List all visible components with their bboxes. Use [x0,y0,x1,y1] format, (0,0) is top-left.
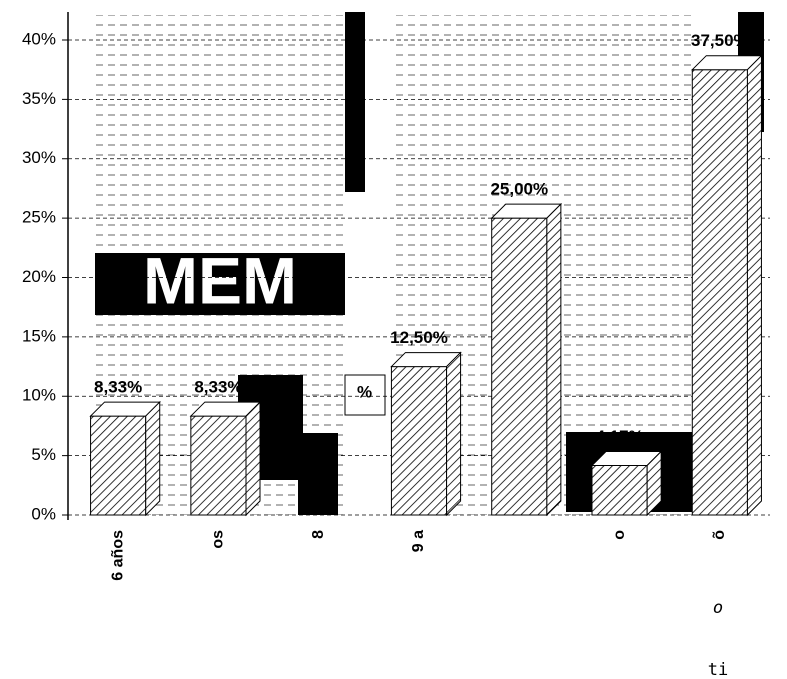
y-tick-label: 35% [22,89,56,108]
bar [492,218,547,515]
bar-side [747,56,761,515]
value-label: 8,33% [94,378,142,397]
x-tick-label: os [210,530,227,549]
y-tick-label: 10% [22,386,56,405]
bar [692,70,747,515]
x-tick-label: õ [711,530,728,540]
y-tick-label: 40% [22,29,56,48]
decor-block [345,12,365,192]
bar [191,416,246,515]
value-label: 25,00% [490,180,548,199]
bar [391,367,446,515]
bar-side [547,204,561,515]
overlay-text: MEM [143,243,297,317]
value-label: 37,50% [691,31,749,50]
y-tick-label: 30% [22,148,56,167]
bar [91,416,146,515]
x-tick-label: 9 a [410,530,427,552]
y-tick-label: 25% [22,208,56,227]
annotation: o [713,598,723,618]
x-tick-label: 8 [310,530,327,539]
y-tick-label: 20% [22,267,56,286]
annotation: ti [708,660,728,679]
bar-side [447,353,461,515]
x-tick-label: o [611,530,628,540]
value-label: 8,33% [194,378,242,397]
annotation: % [357,382,372,401]
value-label: 12,50% [390,328,448,347]
x-tick-label: 6 años [109,530,126,581]
y-tick-label: 0% [31,504,56,523]
bar-side [246,402,260,515]
decor-block [298,433,338,515]
bar [592,465,647,515]
y-tick-label: 5% [31,445,56,464]
chart: MEM % o ti 0% 5% 10% 15% 20% 25% 30% 35% 40% 6 añ… [0,0,787,679]
y-tick-label: 15% [22,326,56,345]
value-label: 4,17% [595,427,643,446]
bar-side [146,402,160,515]
